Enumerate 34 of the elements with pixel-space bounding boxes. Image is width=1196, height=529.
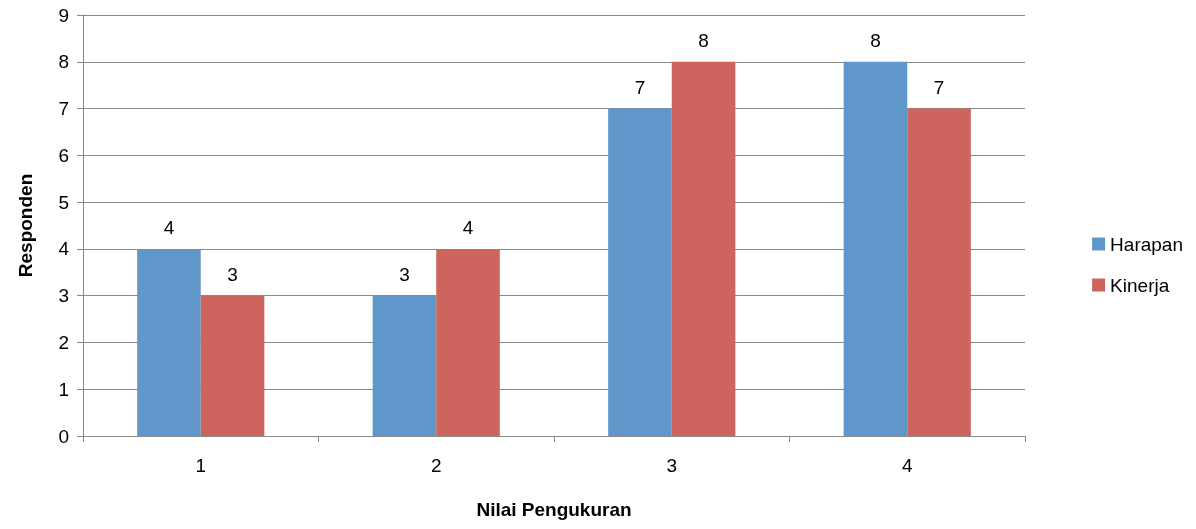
data-label: 7 bbox=[634, 76, 646, 98]
data-label: 8 bbox=[870, 29, 881, 51]
y-tick-label: 4 bbox=[58, 238, 70, 260]
bar bbox=[608, 108, 672, 436]
bar bbox=[671, 61, 736, 436]
data-label: 3 bbox=[227, 263, 238, 285]
y-tick-label: 0 bbox=[58, 425, 69, 447]
data-label: 7 bbox=[933, 76, 945, 98]
bar bbox=[372, 295, 437, 436]
data-label: 4 bbox=[163, 216, 175, 238]
bar bbox=[200, 295, 265, 436]
y-axis-title: Responden bbox=[15, 173, 36, 278]
bar bbox=[436, 248, 500, 436]
bar bbox=[137, 248, 201, 436]
x-tick-label: 4 bbox=[901, 455, 913, 476]
y-tick-label: 7 bbox=[58, 98, 69, 120]
y-tick-label: 8 bbox=[58, 51, 69, 73]
bar bbox=[843, 61, 908, 436]
x-tick-label: 1 bbox=[195, 455, 207, 476]
data-label: 4 bbox=[462, 216, 474, 238]
data-label: 8 bbox=[698, 29, 709, 51]
legend-label: Harapan bbox=[1110, 233, 1184, 255]
y-tick-label: 5 bbox=[58, 191, 69, 213]
legend-label: Kinerja bbox=[1110, 274, 1170, 296]
y-tick-label: 6 bbox=[58, 144, 69, 166]
y-tick-label: 1 bbox=[58, 378, 69, 400]
y-tick-label: 9 bbox=[58, 4, 69, 26]
y-tick-label: 2 bbox=[58, 331, 69, 353]
x-axis-title: Nilai Pengukuran bbox=[476, 499, 632, 520]
x-tick-label: 2 bbox=[430, 455, 442, 476]
x-tick-label: 3 bbox=[666, 455, 678, 476]
bar bbox=[907, 108, 971, 436]
y-tick-label: 3 bbox=[58, 285, 69, 307]
data-label: 3 bbox=[399, 263, 410, 285]
